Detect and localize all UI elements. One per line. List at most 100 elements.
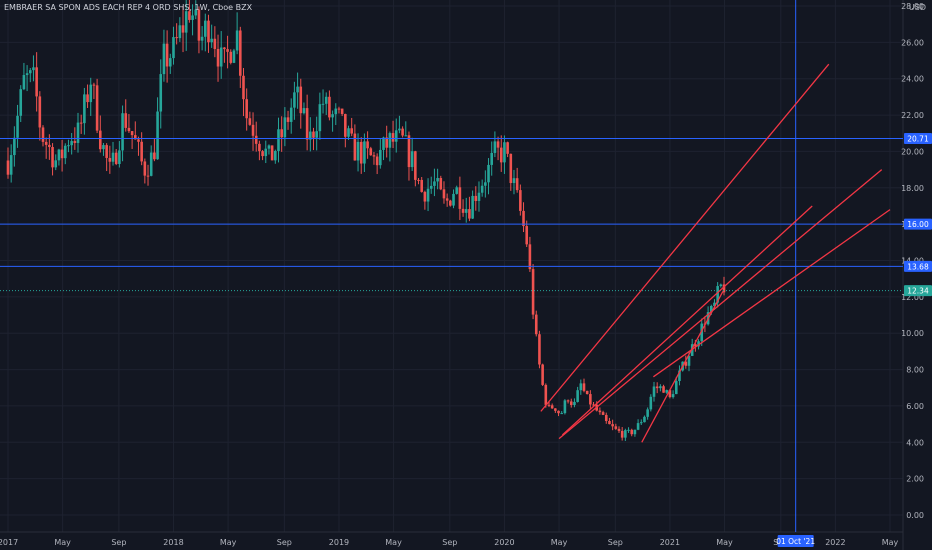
chart-title: EMBRAER SA SPON ADS EACH REP 4 ORD SHS, … [4, 3, 253, 12]
candle-body [671, 394, 675, 398]
candle-body [420, 179, 423, 192]
candle-body [143, 161, 147, 176]
candle-body [461, 208, 465, 213]
candle-body [652, 386, 656, 397]
x-tick-label: May [882, 538, 899, 547]
candle-body [261, 151, 264, 157]
candle-body [213, 38, 217, 50]
candle-body [57, 149, 61, 161]
candle-body [347, 128, 350, 137]
candle-body [490, 152, 494, 165]
candle-body [604, 414, 608, 421]
candle-body [471, 195, 474, 219]
candle-body [366, 141, 369, 149]
candle-body [32, 67, 35, 71]
level-price-label: 20.71 [907, 135, 929, 144]
candle-body [277, 129, 280, 151]
candle-body [429, 185, 433, 189]
candle-body [83, 94, 86, 124]
crosshair-date-tag [777, 535, 814, 547]
candle-body [76, 122, 80, 143]
candle-body [35, 67, 38, 97]
candle-body [719, 284, 723, 287]
candle-body [267, 145, 271, 149]
level-price-tag [904, 133, 932, 145]
candle-body [92, 84, 96, 86]
candle-body [506, 142, 509, 154]
trendline[interactable] [561, 205, 813, 436]
candle-body [391, 133, 395, 142]
candle-body [589, 394, 592, 405]
candle-body [219, 47, 223, 67]
candle-body [216, 49, 220, 67]
candle-body [334, 108, 338, 115]
candle-body [270, 145, 274, 161]
candle-body [382, 137, 385, 150]
candle-body [25, 73, 29, 76]
candle-body [608, 420, 611, 425]
candle-body [563, 400, 567, 414]
candle-body [531, 269, 535, 315]
trendline[interactable] [641, 291, 724, 443]
x-tick-label: Sep [277, 538, 292, 547]
trendline[interactable] [540, 63, 830, 412]
currency-label: USD [908, 3, 926, 12]
candle-body [636, 423, 640, 430]
candle-body [480, 185, 484, 193]
candle-body [108, 157, 112, 162]
x-tick-label: May [716, 538, 733, 547]
candle-body [89, 84, 93, 103]
candle-body [709, 305, 713, 313]
candle-body [375, 156, 379, 166]
price-axis[interactable] [903, 0, 932, 550]
candle-body [694, 344, 697, 347]
y-tick-label: 2.00 [906, 475, 924, 484]
candle-body [146, 175, 150, 177]
candle-body [340, 108, 344, 115]
candle-body [554, 408, 557, 411]
level-price-label: 13.68 [907, 262, 929, 271]
x-tick-label: 2018 [163, 538, 183, 547]
candle-body [22, 75, 26, 90]
candle-body [385, 137, 388, 148]
candle-body [407, 135, 411, 168]
candle-body [665, 390, 669, 393]
candle-body [560, 413, 564, 415]
candle-body [289, 107, 293, 122]
candle-body [627, 429, 630, 431]
candle-body [601, 412, 605, 415]
candle-body [496, 141, 500, 148]
candle-body [445, 198, 449, 201]
candle-body [449, 200, 452, 206]
candle-body [9, 155, 13, 175]
candle-body [547, 404, 551, 406]
candle-body [398, 128, 401, 131]
candle-body [137, 139, 140, 142]
y-tick-label: 8.00 [906, 366, 924, 375]
candle-body [321, 103, 325, 105]
candle-body [226, 49, 229, 52]
x-tick-label: Sep [442, 538, 457, 547]
candle-body [633, 429, 637, 435]
candle-body [573, 401, 576, 405]
candle-body [153, 152, 156, 160]
candle-body [293, 92, 296, 108]
trendline[interactable] [558, 169, 883, 440]
x-tick-label: 2017 [0, 538, 18, 547]
candle-body [38, 96, 42, 128]
candle-body [242, 75, 245, 100]
candle-body [401, 128, 404, 136]
candle-body [98, 130, 102, 150]
y-tick-label: 0.00 [906, 511, 924, 520]
candle-body [643, 416, 646, 423]
candle-body [541, 364, 544, 385]
candle-body [617, 428, 621, 431]
candle-body [44, 141, 48, 145]
candle-body [239, 30, 242, 76]
level-price-tag [904, 260, 932, 272]
y-tick-label: 20.00 [901, 147, 924, 156]
candle-body [585, 390, 589, 395]
trendline[interactable] [652, 209, 891, 378]
candle-body [79, 122, 83, 124]
